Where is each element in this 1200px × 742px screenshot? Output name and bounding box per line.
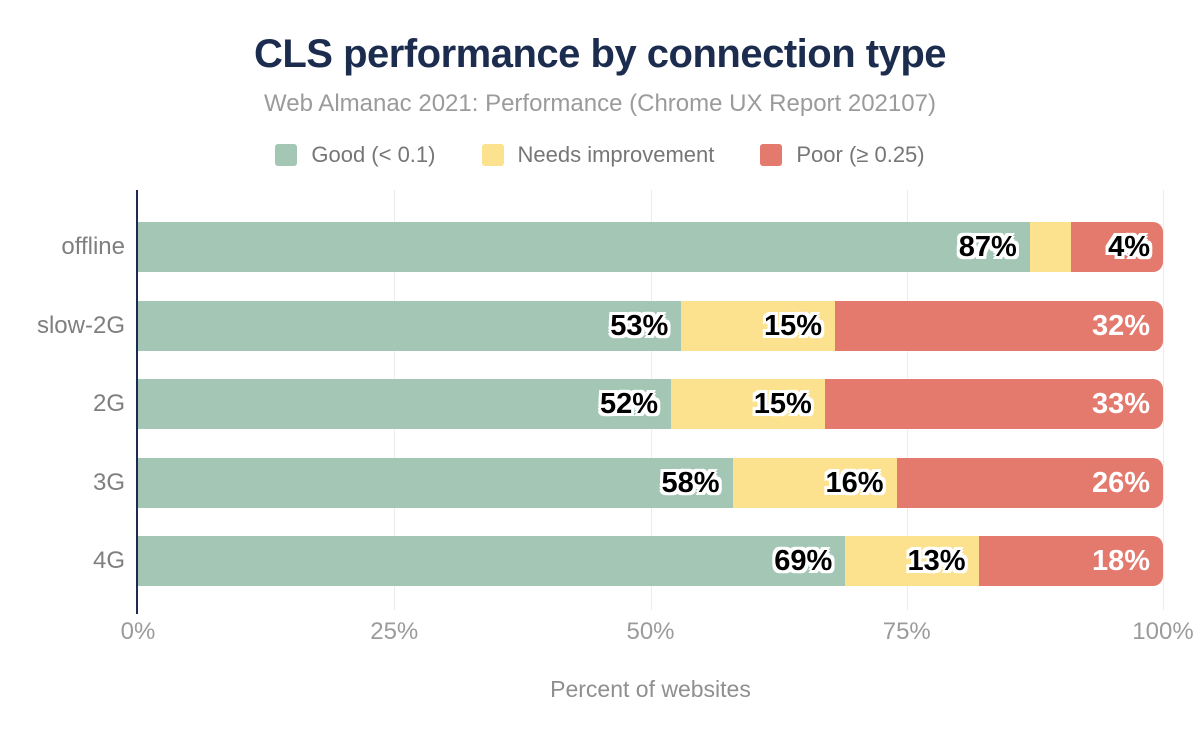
bar-row: 87% 4%: [138, 222, 1163, 272]
bar-segment-good: 69%: [138, 536, 846, 586]
y-axis-line: [136, 190, 138, 614]
bar-value-label: 33%: [1091, 388, 1150, 420]
bar-value-label: 26%: [1091, 466, 1150, 499]
bar-row: 53% 15% 32%: [138, 300, 1163, 351]
bar-value-label: 15%: [763, 309, 822, 342]
bar-value-label: 53%: [610, 309, 669, 342]
bar-segment-poor: 18%: [978, 536, 1163, 586]
bar-segment-poor: 33%: [824, 379, 1163, 429]
bar-segment-needs_improvement: 16%: [732, 457, 897, 508]
legend: Good (< 0.1) Needs improvement Poor (≥ 0.2…: [0, 142, 1200, 168]
x-tick-label: 25%: [370, 618, 419, 645]
bar-segment-good: 52%: [138, 379, 671, 429]
gridline: [1163, 190, 1164, 610]
bar-segment-poor: 26%: [896, 457, 1163, 508]
bar-row: 52% 15% 33%: [138, 379, 1163, 429]
bar-value-label: 16%: [825, 466, 884, 499]
bar-row: 69% 13% 18%: [138, 536, 1163, 586]
legend-swatch-icon: [481, 144, 504, 166]
legend-item-needs_improvement: Needs improvement: [481, 142, 715, 168]
x-tick-label: 100%: [1132, 618, 1194, 645]
bar-value-label: 18%: [1091, 545, 1150, 577]
category-label: offline: [61, 233, 125, 260]
bar-segment-needs_improvement: 13%: [845, 536, 979, 586]
legend-label: Needs improvement: [517, 142, 715, 167]
bar-segment-good: 58%: [138, 457, 733, 508]
bar-value-label: 4%: [1108, 231, 1150, 263]
category-label: 4G: [92, 547, 125, 574]
bar-segment-needs_improvement: [1029, 222, 1071, 272]
bar-segment-needs_improvement: 15%: [671, 379, 825, 429]
x-tick-label: 75%: [882, 618, 931, 645]
bar-value-label: 69%: [774, 545, 833, 577]
x-axis-title: Percent of websites: [550, 676, 751, 702]
bar-segment-good: 53%: [138, 300, 682, 351]
category-label: 3G: [92, 468, 125, 496]
bar-segment-good: 87%: [138, 222, 1030, 272]
category-label: slow-2G: [36, 311, 125, 339]
chart-title: CLS performance by connection type: [253, 32, 947, 76]
legend-item-good: Good (< 0.1): [275, 142, 436, 168]
bar-segment-poor: 32%: [835, 300, 1163, 351]
bar-row: 58% 16% 26%: [138, 457, 1163, 508]
category-label: 2G: [92, 390, 125, 417]
bar-segment-needs_improvement: 15%: [681, 300, 835, 351]
legend-swatch-icon: [760, 144, 783, 166]
bar-value-label: 58%: [661, 466, 720, 499]
bar-value-label: 15%: [753, 388, 812, 420]
x-tick-label: 50%: [626, 618, 675, 645]
legend-label: Poor (≥ 0.25): [796, 142, 925, 167]
legend-swatch-icon: [275, 144, 298, 166]
x-tick-label: 0%: [120, 618, 156, 645]
legend-label: Good (< 0.1): [311, 142, 436, 167]
bar-segment-poor: 4%: [1070, 222, 1163, 272]
bar-value-label: 52%: [599, 388, 658, 420]
bar-value-label: 13%: [907, 545, 966, 577]
chart-subtitle: Web Almanac 2021: Performance (Chrome UX…: [264, 90, 936, 117]
legend-item-poor: Poor (≥ 0.25): [760, 142, 925, 168]
bar-value-label: 32%: [1091, 309, 1150, 342]
bar-value-label: 87%: [958, 231, 1017, 263]
